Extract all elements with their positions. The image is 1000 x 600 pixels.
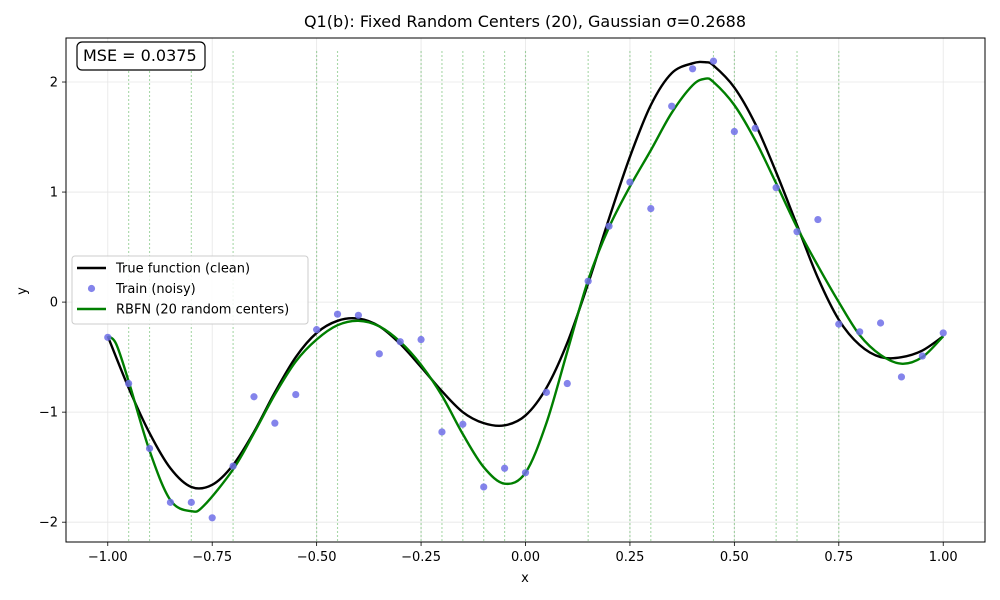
plot-area xyxy=(65,37,986,543)
train-point xyxy=(730,127,738,136)
train-point xyxy=(438,428,446,436)
train-point xyxy=(668,102,676,110)
chart-title: Q1(b): Fixed Random Centers (20), Gaussi… xyxy=(304,12,746,31)
train-point xyxy=(250,393,258,401)
x-axis: −1.00 −0.75 −0.50 −0.25 0.00 0.25 0.50 0.75 1.00 xyxy=(88,542,958,565)
legend-box xyxy=(71,255,309,325)
x-tick-label: −0.25 xyxy=(401,550,441,565)
x-tick-label: 1.00 xyxy=(929,550,958,565)
train-point xyxy=(647,204,655,213)
train-point xyxy=(918,352,926,360)
train-point xyxy=(313,326,321,334)
x-tick-label: 0.00 xyxy=(511,550,540,565)
train-point xyxy=(354,311,363,319)
train-point xyxy=(396,338,404,346)
train-point xyxy=(605,222,613,230)
x-tick-label: 0.50 xyxy=(720,550,749,565)
train-point xyxy=(125,379,133,388)
train-point xyxy=(187,498,195,506)
train-point xyxy=(501,464,509,472)
train-point xyxy=(584,277,592,285)
train-point xyxy=(626,178,634,186)
train-point xyxy=(417,335,425,344)
train-point xyxy=(480,483,488,491)
train-point xyxy=(876,319,885,327)
legend-label: Train (noisy) xyxy=(115,282,196,297)
y-tick-label: 2 xyxy=(50,76,58,91)
train-point xyxy=(835,320,843,328)
x-tick-label: 0.75 xyxy=(824,550,853,565)
train-point xyxy=(856,328,864,336)
train-point xyxy=(208,514,216,522)
train-point xyxy=(271,419,279,427)
train-point xyxy=(521,469,530,477)
train-point xyxy=(939,329,947,337)
train-point xyxy=(897,373,906,381)
train-point xyxy=(292,390,300,399)
legend-entries: True function (clean) Train (noisy) RBFN (… xyxy=(77,262,289,318)
x-tick-label: −1.00 xyxy=(88,550,128,565)
y-tick-label: −1 xyxy=(39,406,58,421)
legend: True function (clean) Train (noisy) RBFN (… xyxy=(71,255,309,325)
x-axis-label: x xyxy=(521,571,529,586)
train-point xyxy=(104,333,112,341)
y-tick-label: 1 xyxy=(50,186,58,201)
train-point xyxy=(229,462,237,470)
train-point xyxy=(542,388,550,396)
legend-marker-swatch xyxy=(87,284,96,293)
x-tick-label: −0.50 xyxy=(297,550,337,565)
train-point xyxy=(793,228,801,236)
train-point xyxy=(333,310,342,318)
y-tick-label: −2 xyxy=(39,516,58,531)
y-axis: −2 −1 0 1 2 xyxy=(39,76,66,531)
center-markers xyxy=(128,51,840,542)
train-point xyxy=(709,57,718,65)
legend-label: RBFN (20 random centers) xyxy=(116,303,289,318)
train-point xyxy=(751,124,759,132)
train-point xyxy=(166,498,175,506)
mse-annotation-text: MSE = 0.0375 xyxy=(83,46,197,65)
series-layer xyxy=(104,57,947,522)
legend-label: True function (clean) xyxy=(115,262,250,277)
x-tick-label: 0.25 xyxy=(615,550,644,565)
train-point xyxy=(688,65,697,73)
train-point xyxy=(145,444,154,453)
y-tick-label: 0 xyxy=(50,296,58,311)
train-point xyxy=(459,420,467,428)
mse-annotation-box xyxy=(76,41,206,71)
train-point xyxy=(375,350,383,358)
x-tick-label: −0.75 xyxy=(192,550,232,565)
train-point xyxy=(772,184,780,192)
y-axis-label: y xyxy=(15,287,30,295)
train-point xyxy=(814,215,822,224)
train-point xyxy=(563,379,571,388)
mse-annotation: MSE = 0.0375 xyxy=(76,41,206,71)
